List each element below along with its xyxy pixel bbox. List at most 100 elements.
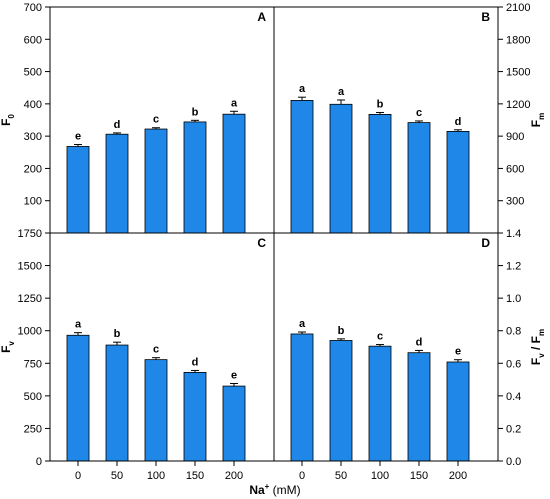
panel-a-significance-letter: d (114, 119, 121, 131)
panel-c-y-axis-label-sub: v (7, 341, 16, 346)
panel-d-y-axis-label: Fv / Fm (529, 329, 546, 365)
panel-a-bar (144, 128, 168, 234)
panel-c-bar (144, 359, 168, 462)
x-axis-label-superscript: + (265, 482, 270, 491)
panel-c-ytick-label: 500 (24, 391, 42, 403)
panel-c-xtick-label: 0 (75, 470, 81, 482)
panel-b: 300 600 900 1200 1500 1800 2100 a a b c d B Fm (290, 2, 546, 234)
panel-d-bar (446, 361, 470, 462)
panel-b-significance-letter: a (299, 83, 306, 95)
panel-c-bar (105, 344, 129, 462)
panel-b-ytick-label: 1500 (506, 67, 530, 79)
panel-d-bar (407, 352, 431, 462)
panel-d: 0.0 0.2 0.4 0.6 0.8 1.0 1.2 1.4 a 0 b 50 c 100 d 150 e 20… (290, 228, 546, 482)
panel-c-ytick-label: 0 (36, 456, 42, 468)
panel-a-ytick-label: 400 (24, 99, 42, 111)
panel-a-y-axis-label-main: F (0, 119, 13, 126)
panel-c-significance-letter: c (153, 344, 159, 356)
panel-c-ytick-label: 1750 (18, 228, 42, 240)
panel-d-ytick-label: 1.2 (506, 261, 521, 273)
panel-b-y-axis-label: Fm (529, 113, 546, 127)
panel-b-significance-letter: c (416, 107, 422, 119)
panel-c-significance-letter: b (114, 328, 121, 340)
panel-d-xtick-label: 150 (410, 470, 428, 482)
panel-c-bar (183, 372, 207, 462)
panel-c: 0 250 500 750 1000 1250 1500 1750 a 0 b 50 c 100 d 150 e… (0, 228, 266, 482)
panel-b-ytick-label: 600 (506, 163, 524, 175)
panel-c-ytick-label: 750 (24, 358, 42, 370)
panel-d-xtick-label: 50 (335, 470, 347, 482)
x-axis-label-main: Na (249, 483, 265, 497)
panel-d-significance-letter: e (455, 346, 461, 358)
panel-d-ytick-label: 0.6 (506, 358, 521, 370)
panel-b-significance-letter: a (338, 86, 345, 98)
x-axis-label-unit: (mM) (269, 483, 300, 497)
panel-d-significance-letter: b (338, 325, 345, 337)
panel-c-bar (66, 334, 90, 462)
panel-a-ytick-label: 600 (24, 34, 42, 46)
panel-a-bar (183, 121, 207, 234)
panel-b-bar (368, 114, 392, 234)
panel-c-ytick-label: 250 (24, 423, 42, 435)
panel-d-bar (368, 345, 392, 462)
panel-b-bar (407, 122, 431, 234)
panel-d-xtick-label: 200 (449, 470, 467, 482)
panel-d-ytick-label: 1.4 (506, 228, 521, 240)
panel-c-xtick-label: 50 (111, 470, 123, 482)
panel-d-bar (290, 333, 314, 462)
panel-d-ytick-label: 0.8 (506, 326, 521, 338)
panel-b-significance-letter: b (377, 98, 384, 110)
panel-c-y-axis-label-main: F (0, 346, 13, 353)
panel-b-bar (446, 131, 470, 234)
panel-b-label: B (481, 10, 490, 24)
panel-a-significance-letter: b (192, 106, 199, 118)
panel-c-xtick-label: 200 (225, 470, 243, 482)
panel-d-y-axis-label-sub2: m (537, 329, 546, 336)
x-axis-label: Na+ (mM) (249, 482, 300, 497)
panel-a-significance-letter: a (231, 97, 238, 109)
panel-c-significance-letter: d (192, 356, 199, 368)
panel-b-y-axis-label-sub: m (537, 113, 546, 120)
panel-d-y-axis-label-sub1: v (537, 353, 546, 358)
panel-b-y-axis-label-main: F (529, 120, 543, 127)
panel-d-xtick-label: 100 (371, 470, 389, 482)
panel-a-ytick-label: 700 (24, 2, 42, 14)
panel-b-bar (290, 100, 314, 234)
panel-c-y-axis-label: Fv (0, 341, 16, 353)
panel-a-label: A (257, 10, 266, 24)
panel-d-significance-letter: c (377, 331, 383, 343)
panel-c-ytick-label: 1500 (18, 261, 42, 273)
panel-d-y-axis-label-mid: / F (529, 336, 543, 353)
panel-a-bar (105, 133, 129, 234)
panel-d-label: D (481, 236, 490, 250)
panel-a-y-axis-label: F0 (0, 114, 16, 126)
panel-c-significance-letter: e (231, 369, 237, 381)
panel-b-ytick-label: 300 (506, 196, 524, 208)
panel-a-y-axis-label-sub: 0 (7, 114, 16, 119)
panel-b-ytick-label: 1800 (506, 34, 530, 46)
panel-d-y-axis-label-main: F (529, 358, 543, 365)
panel-b-ytick-label: 2100 (506, 2, 530, 14)
panel-a-bar (222, 113, 246, 234)
panel-d-significance-letter: d (416, 336, 423, 348)
panel-c-ytick-label: 1250 (18, 293, 42, 305)
panel-frame (49, 6, 499, 462)
panel-c-xtick-label: 150 (186, 470, 204, 482)
panel-a-significance-letter: c (153, 114, 159, 126)
panel-c-ytick-label: 1000 (18, 326, 42, 338)
panel-a-significance-letter: e (75, 131, 81, 143)
panel-b-significance-letter: d (455, 116, 462, 128)
panel-a-ytick-label: 300 (24, 131, 42, 143)
panel-d-significance-letter: a (299, 318, 306, 330)
panel-c-xtick-label: 100 (147, 470, 165, 482)
panel-d-ytick-label: 0.4 (506, 391, 521, 403)
panel-b-ytick-label: 1200 (506, 99, 530, 111)
panel-b-ytick-label: 900 (506, 131, 524, 143)
panel-a-ytick-label: 100 (24, 196, 42, 208)
panel-d-xtick-label: 0 (299, 470, 305, 482)
panel-b-bar (329, 103, 353, 234)
panel-c-bar (222, 385, 246, 462)
panel-c-label: C (257, 236, 266, 250)
